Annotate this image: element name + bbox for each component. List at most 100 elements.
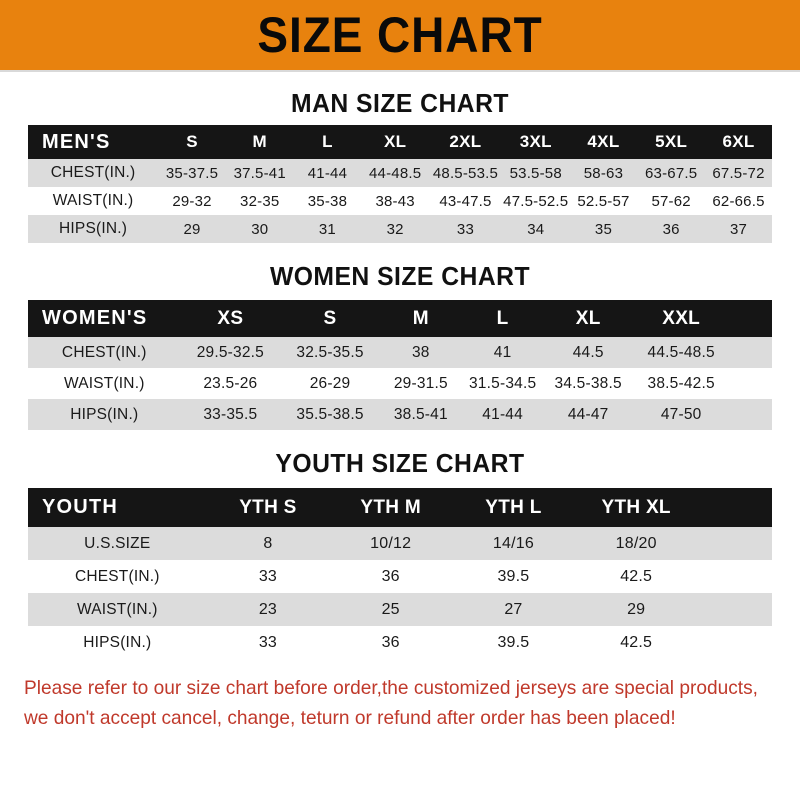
table-cell: 35-37.5 [165, 164, 219, 182]
table-row: HIPS(IN.) 29 30 31 32 33 34 35 36 37 [28, 215, 772, 243]
man-size-col-6xl: 6XL [722, 132, 755, 151]
table-cell: 29-32 [172, 192, 212, 210]
table-cell: 23 [258, 600, 278, 618]
youth-size-col-xl: YTH XL [601, 496, 671, 518]
man-row-label-hips: HIPS(IN.) [59, 220, 128, 237]
table-cell: 42.5 [620, 633, 653, 651]
man-size-col-5xl: 5XL [655, 132, 688, 151]
youth-row-label-chest: CHEST(IN.) [74, 567, 160, 585]
table-cell: 41-44 [482, 405, 523, 423]
table-cell: 27 [504, 600, 523, 618]
table-row: U.S.SIZE 8 10/12 14/16 18/20 [28, 527, 772, 560]
man-size-col-xl: XL [383, 132, 407, 151]
man-table-head: MEN'S S M L XL 2XL 3XL 4XL 5XL 6XL [28, 125, 772, 159]
order-disclaimer: Please refer to our size chart before or… [24, 673, 761, 733]
table-cell: 44.5 [572, 343, 604, 361]
youth-header-label: YOUTH [42, 496, 118, 518]
table-cell: 10/12 [370, 534, 412, 552]
man-size-col-s: S [186, 132, 198, 151]
table-cell: 63-67.5 [645, 164, 698, 182]
table-cell: 33 [258, 567, 278, 585]
youth-header-spacer [698, 488, 772, 527]
table-cell: 29.5-32.5 [196, 343, 264, 361]
table-cell-spacer [698, 593, 772, 626]
man-size-col-2xl: 2XL [449, 132, 482, 151]
women-size-col-xxl: XXL [662, 307, 701, 329]
table-cell: 8 [263, 534, 273, 552]
banner-divider [0, 70, 800, 72]
table-cell: 33 [456, 220, 474, 238]
table-cell: 53.5-58 [509, 164, 562, 182]
women-size-col-xs: XS [217, 307, 244, 329]
women-table-body: CHEST(IN.) 29.5-32.5 32.5-35.5 38 41 44.… [28, 337, 772, 430]
table-cell: 34.5-38.5 [554, 374, 622, 392]
table-cell: 58-63 [583, 164, 624, 182]
table-cell: 26-29 [309, 374, 351, 392]
youth-section-title: YOUTH SIZE CHART [275, 448, 525, 478]
table-cell: 67.5-72 [712, 164, 765, 182]
youth-table-body: U.S.SIZE 8 10/12 14/16 18/20 CHEST(IN.) … [28, 527, 772, 659]
table-cell: 35.5-38.5 [296, 405, 364, 423]
table-cell: 38.5-42.5 [647, 374, 715, 392]
man-section-title: MAN SIZE CHART [291, 88, 509, 118]
table-cell: 39.5 [497, 633, 530, 651]
page-title: SIZE CHART [257, 7, 543, 63]
women-size-col-s: S [323, 307, 337, 329]
disclaimer-line-1: Please refer to our size chart before or… [24, 677, 758, 699]
table-row: WAIST(IN.) 23 25 27 29 [28, 593, 772, 626]
table-cell: 52.5-57 [577, 192, 630, 210]
man-row-label-chest: CHEST(IN.) [50, 164, 136, 181]
table-cell: 18/20 [615, 534, 657, 552]
table-cell-spacer [698, 560, 772, 593]
table-cell-spacer [730, 399, 772, 430]
table-row: CHEST(IN.) 29.5-32.5 32.5-35.5 38 41 44.… [28, 337, 772, 368]
table-cell: 36 [381, 567, 400, 585]
table-cell: 47.5-52.5 [503, 192, 569, 210]
table-cell-spacer [730, 337, 772, 368]
youth-row-label-waist: WAIST(IN.) [76, 600, 158, 618]
youth-size-col-m: YTH M [360, 496, 421, 518]
table-cell: 38 [411, 343, 430, 361]
table-cell: 42.5 [620, 567, 653, 585]
page-banner: SIZE CHART [0, 0, 800, 70]
man-size-col-m: M [252, 132, 267, 151]
table-row: CHEST(IN.) 33 36 39.5 42.5 [28, 560, 772, 593]
women-row-label-waist: WAIST(IN.) [63, 374, 145, 392]
man-header-row: MEN'S S M L XL 2XL 3XL 4XL 5XL 6XL [28, 125, 772, 159]
table-cell: 39.5 [497, 567, 530, 585]
youth-header-row: YOUTH YTH S YTH M YTH L YTH XL [28, 488, 772, 527]
women-section-title: WOMEN SIZE CHART [269, 261, 531, 291]
youth-size-col-s: YTH S [239, 496, 297, 518]
table-cell: 36 [381, 633, 400, 651]
table-row: CHEST(IN.) 35-37.5 37.5-41 41-44 44-48.5… [28, 159, 772, 187]
women-row-label-chest: CHEST(IN.) [61, 343, 147, 361]
table-cell: 31.5-34.5 [468, 374, 537, 392]
table-cell: 30 [251, 220, 269, 238]
table-cell: 57-62 [651, 192, 691, 210]
women-row-label-hips: HIPS(IN.) [70, 405, 139, 423]
table-cell: 36 [662, 220, 680, 238]
table-cell: 32.5-35.5 [296, 343, 364, 361]
women-size-table: WOMEN'S XS S M L XL XXL CHEST(IN.) 29.5-… [28, 300, 772, 430]
man-table-body: CHEST(IN.) 35-37.5 37.5-41 41-44 44-48.5… [28, 159, 772, 243]
table-cell: 41-44 [307, 164, 348, 182]
women-header-row: WOMEN'S XS S M L XL XXL [28, 300, 772, 337]
table-cell: 25 [381, 600, 400, 618]
youth-size-table: YOUTH YTH S YTH M YTH L YTH XL U.S.SIZE … [28, 488, 772, 659]
table-cell: 47-50 [660, 405, 702, 423]
man-size-col-4xl: 4XL [587, 132, 620, 151]
table-cell: 31 [318, 220, 336, 238]
table-cell: 32-35 [240, 192, 280, 210]
women-header-spacer [730, 300, 772, 337]
man-size-col-l: L [322, 132, 333, 151]
table-cell: 37.5-41 [233, 164, 286, 182]
table-cell: 38.5-41 [393, 405, 448, 423]
women-header-label: WOMEN'S [42, 307, 148, 329]
table-cell: 37 [729, 220, 748, 238]
man-header-label: MEN'S [42, 130, 111, 153]
youth-row-label-ussize: U.S.SIZE [84, 534, 151, 552]
women-size-col-l: L [496, 307, 509, 329]
table-row: WAIST(IN.) 23.5-26 26-29 29-31.5 31.5-34… [28, 368, 772, 399]
youth-row-label-hips: HIPS(IN.) [83, 633, 152, 651]
